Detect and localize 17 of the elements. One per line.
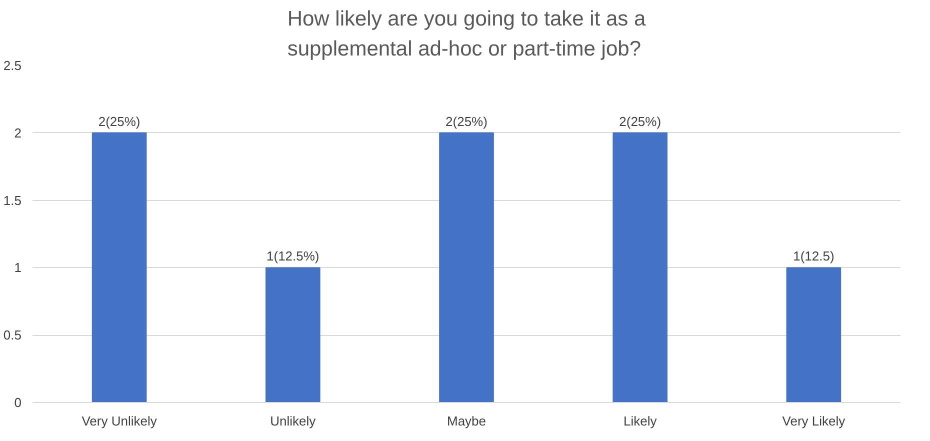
- y-tick-label: 1: [14, 260, 22, 276]
- chart-title: How likely are you going to take it as a supplemental ad-hoc or part-time job?: [287, 8, 646, 60]
- y-tick-label: 2.5: [3, 58, 22, 73]
- data-label: 2(25%): [98, 114, 140, 129]
- x-tick-label: Unlikely: [270, 414, 316, 428]
- x-tick-label: Likely: [623, 414, 658, 428]
- x-tick-label: Very Likely: [782, 414, 846, 428]
- y-tick-label: 1.5: [3, 192, 22, 208]
- data-label: 2(25%): [619, 114, 662, 129]
- data-label: 2(25%): [446, 114, 488, 129]
- data-label: 1(12.5): [793, 248, 834, 264]
- x-tick-label: Maybe: [446, 414, 486, 428]
- y-tick-label: 2: [14, 125, 22, 140]
- y-tick-label: 0.5: [3, 328, 22, 343]
- y-tick-label: 0: [14, 395, 22, 410]
- x-tick-label: Very Unlikely: [82, 414, 158, 428]
- data-label: 1(12.5%): [266, 248, 320, 264]
